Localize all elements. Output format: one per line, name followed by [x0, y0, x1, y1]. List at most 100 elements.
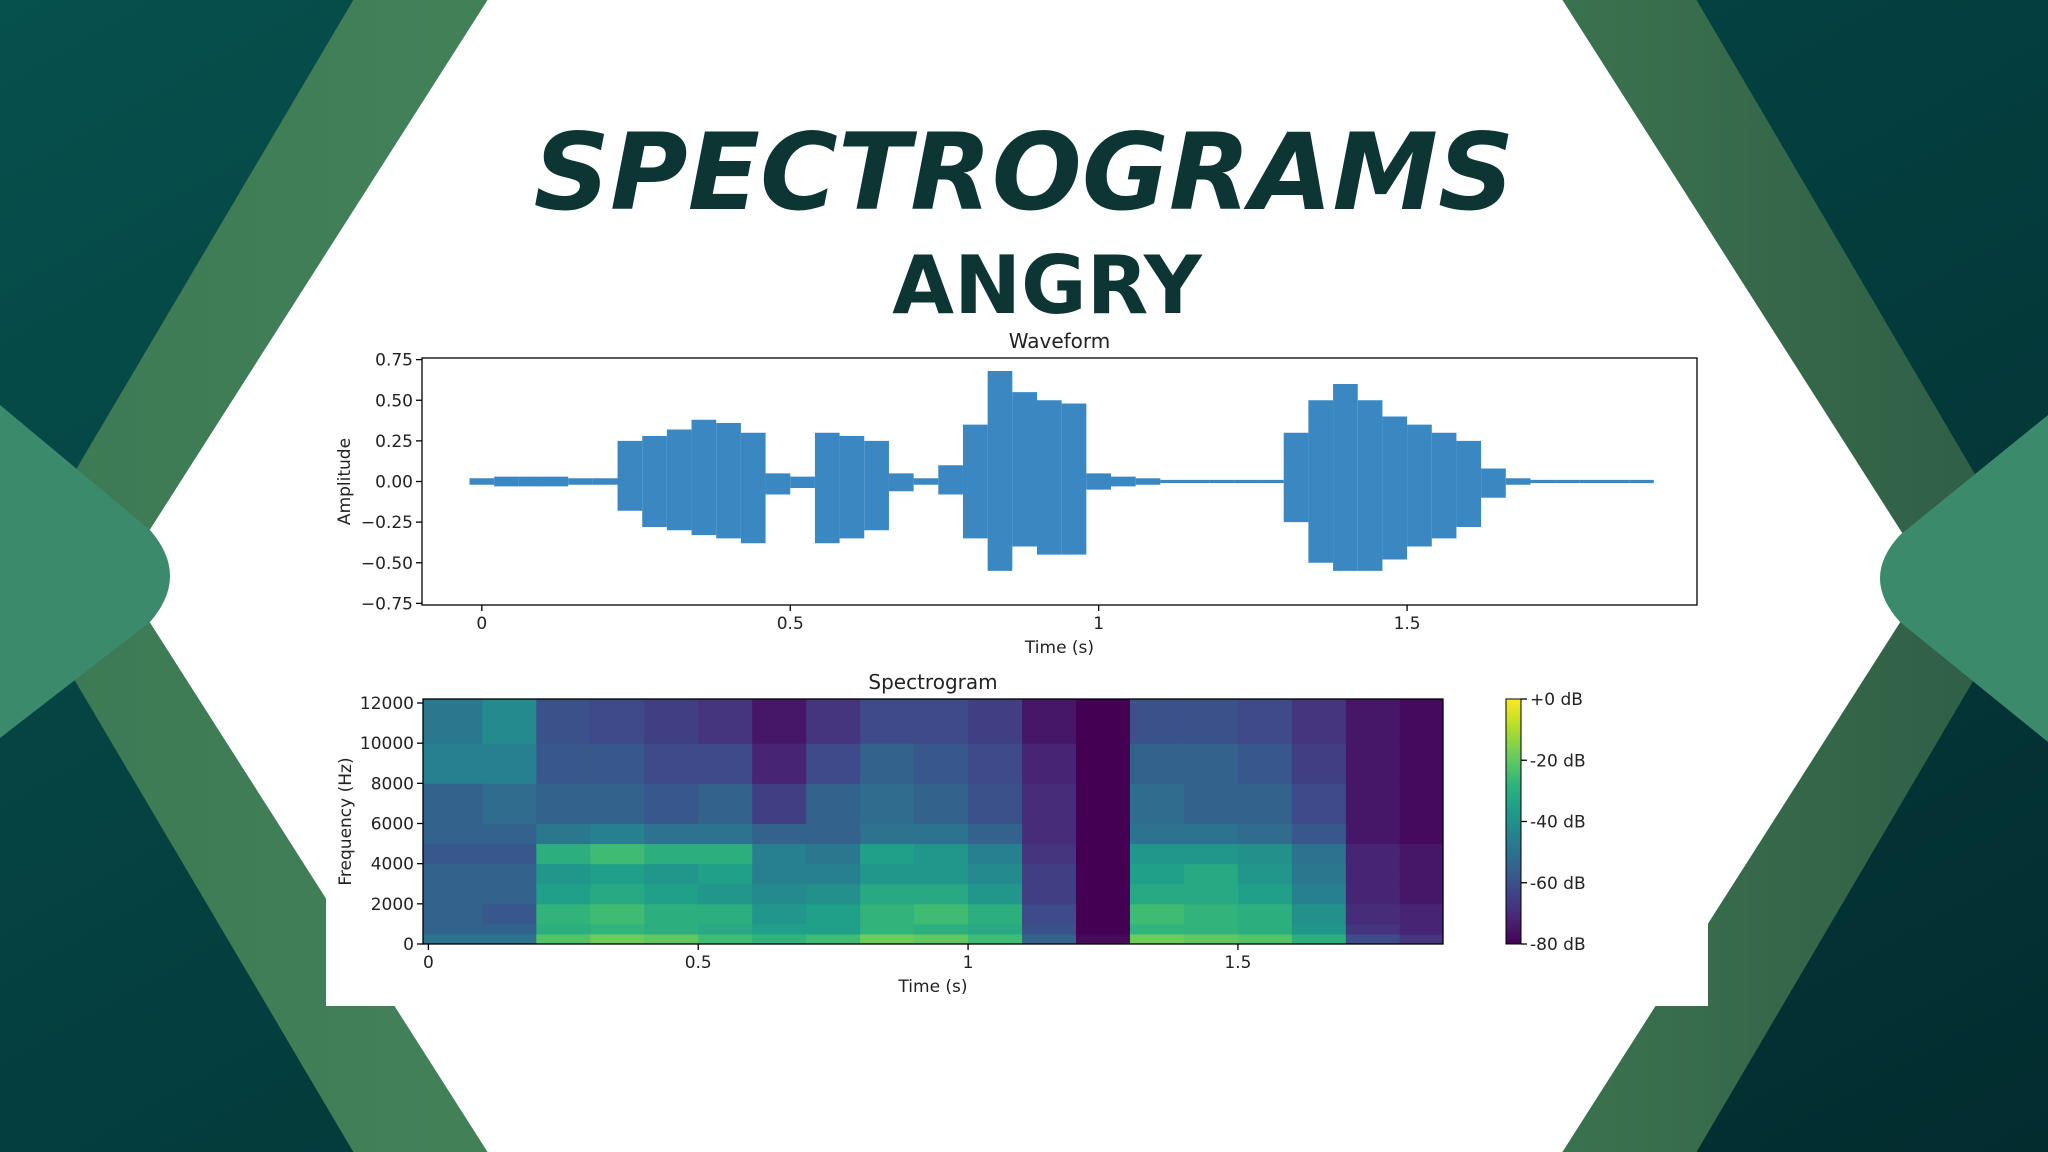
heatmap-cell [914, 863, 969, 885]
waveform-sample [1604, 479, 1630, 484]
heatmap-cell [914, 903, 969, 925]
heatmap-cell [1076, 783, 1131, 825]
heatmap-cell [914, 883, 969, 905]
waveform-sample [1333, 384, 1358, 571]
heatmap-cell [860, 903, 915, 925]
heatmap-cell [482, 783, 537, 825]
heatmap-cell [1345, 863, 1401, 885]
heatmap-cell [590, 823, 645, 845]
waveform-sample [1308, 400, 1334, 563]
colorbar [1505, 698, 1522, 945]
y-tick-label: 6000 [371, 815, 414, 835]
heatmap-cell [423, 883, 483, 905]
y-tick-label: 0 [403, 935, 414, 955]
waveform-sample [543, 476, 569, 487]
heatmap-cell [968, 783, 1023, 825]
axes-frame [422, 698, 1444, 945]
heatmap-cell [1291, 743, 1347, 784]
waveform-sample [1135, 478, 1161, 485]
heatmap-cell [752, 783, 807, 825]
heatmap-cell [423, 933, 483, 945]
heatmap-cell [423, 783, 483, 825]
heatmap-cell [914, 933, 969, 945]
heatmap-cell [1345, 743, 1401, 784]
waveform-sample [1431, 432, 1457, 539]
heatmap-cell [1183, 933, 1239, 945]
heatmap-cell [1237, 923, 1293, 935]
heatmap-cell [590, 783, 645, 825]
heatmap-cell [1237, 823, 1293, 845]
heatmap-cell [968, 933, 1023, 945]
heatmap-cell [644, 783, 699, 825]
heatmap-cell [752, 843, 807, 865]
heatmap-cell [806, 743, 861, 784]
heatmap-cell [860, 883, 915, 905]
heatmap-cell [1129, 843, 1185, 865]
heatmap-cell [1345, 903, 1401, 925]
heatmap-cell [698, 783, 753, 825]
heatmap-cell [860, 823, 915, 845]
heatmap-cell [752, 743, 807, 784]
heatmap-cell [752, 823, 807, 845]
colorbar-tick-label: -20 dB [1530, 751, 1586, 771]
heatmap-cell [1291, 863, 1347, 885]
heatmap-cell [1399, 883, 1444, 905]
heatmap-cell [806, 823, 861, 845]
waveform-sample [691, 419, 717, 536]
waveform-sample [1407, 424, 1432, 547]
heatmap-cell [1183, 743, 1239, 784]
heatmap-cell [644, 883, 699, 905]
heatmap-cell [1399, 923, 1444, 935]
heatmap-cell [1399, 743, 1444, 784]
heatmap-cell [1129, 903, 1185, 925]
heatmap-cell [590, 933, 645, 945]
waveform-sample [1209, 479, 1235, 484]
heatmap-cell [698, 699, 753, 744]
heatmap-cell [806, 699, 861, 744]
waveform-sample [913, 478, 939, 485]
heatmap-cell [423, 923, 483, 935]
waveform-sample [642, 436, 667, 527]
waveform-sample [494, 476, 519, 487]
heatmap-cell [968, 823, 1023, 845]
heatmap-cell [536, 883, 591, 905]
heatmap-cell [590, 883, 645, 905]
heatmap-cell [536, 933, 591, 945]
chart-title: Spectrogram [868, 670, 997, 694]
heatmap-cell [482, 883, 537, 905]
waveform-sample [666, 429, 692, 531]
heatmap-cell [968, 843, 1023, 865]
waveform-sample [1234, 479, 1260, 484]
y-tick-label: −0.75 [361, 594, 413, 614]
heatmap-cell [1291, 923, 1347, 935]
heatmap-cell [968, 923, 1023, 935]
heatmap-cell [423, 743, 483, 784]
heatmap-cell [1129, 863, 1185, 885]
waveform-sample [1185, 479, 1210, 484]
waveform-sample [765, 473, 791, 495]
heatmap-cell [1399, 823, 1444, 845]
waveform-sample [962, 424, 988, 539]
heatmap-cell [1183, 699, 1239, 744]
heatmap-cell [482, 863, 537, 885]
heatmap-cell [752, 933, 807, 945]
heatmap-cell [1076, 863, 1131, 885]
waveform-sample [1505, 478, 1531, 485]
heatmap-cell [536, 699, 591, 744]
heatmap-cell [1022, 863, 1077, 885]
y-tick-label: 0.00 [375, 473, 413, 493]
heatmap-cell [423, 699, 483, 744]
waveform-sample [1530, 479, 1556, 484]
heatmap-cell [1129, 743, 1185, 784]
heatmap-cell [1076, 933, 1131, 945]
heatmap-cell [1291, 883, 1347, 905]
heatmap-cell [1183, 883, 1239, 905]
waveform-sample [864, 440, 889, 531]
heatmap-cell [1237, 903, 1293, 925]
heatmap-cell [482, 923, 537, 935]
heatmap-cell [1183, 823, 1239, 845]
heatmap-cell [1076, 743, 1131, 784]
heatmap-cell [1291, 903, 1347, 925]
heatmap-cell [806, 863, 861, 885]
